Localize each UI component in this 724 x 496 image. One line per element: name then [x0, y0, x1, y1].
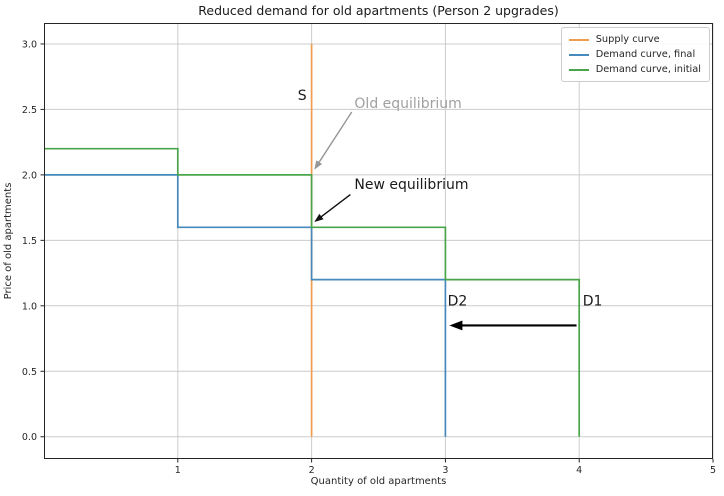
legend-item-supply-curve: Supply curve — [568, 32, 701, 47]
y-tick-label: 2.5 — [22, 105, 37, 116]
legend-item-demand-curve-final: Demand curve, final — [568, 47, 701, 62]
axes-spines — [44, 23, 713, 459]
plot-area: 1 2 3 4 5 0.0 0.5 1.0 1.5 2.0 2.5 3.0 Price of old a… — [3, 23, 716, 476]
series-line-demand-curve-initial — [44, 147, 581, 437]
annotation-old-equilibrium-label: Old equilibrium — [354, 96, 461, 112]
old-equilibrium-arrow-shaft — [318, 111, 353, 164]
legend-swatch-supply-curve — [568, 38, 589, 41]
y-tick-label: 1.0 — [22, 301, 37, 312]
legend-label: Demand curve, final — [595, 49, 696, 60]
x-tick-label: 5 — [710, 465, 716, 476]
x-tick-label: 2 — [309, 465, 315, 476]
legend-swatch-demand-curve-initial — [568, 68, 589, 71]
x-tick-label: 4 — [576, 465, 582, 476]
chart-title: Reduced demand for old apartments (Perso… — [198, 3, 559, 18]
y-axis-label: Price of old apartments — [3, 183, 14, 300]
x-axis-label: Quantity of old apartments — [310, 476, 447, 487]
new-equilibrium-arrow-head — [314, 213, 324, 223]
y-tick-label: 1.5 — [22, 236, 37, 247]
legend-item-demand-curve-initial: Demand curve, initial — [568, 62, 701, 77]
demand-shift-arrow-head — [449, 320, 463, 331]
plot-canvas: 1 2 3 4 5 0.0 0.5 1.0 1.5 2.0 2.5 3.0 Price of old a… — [3, 23, 716, 476]
y-tick-label: 2.0 — [22, 170, 37, 181]
legend: Supply curve Demand curve, final Demand cu… — [560, 27, 710, 82]
y-tick-label: 0.5 — [22, 367, 37, 378]
annotation-new-equilibrium-label: New equilibrium — [354, 177, 468, 193]
y-tick-label: 0.0 — [22, 432, 37, 443]
legend-label: Demand curve, initial — [595, 64, 701, 75]
old-equilibrium-arrow-head — [314, 160, 323, 170]
x-tick-label: 3 — [442, 465, 448, 476]
legend-label: Supply curve — [595, 34, 660, 45]
annotation-d1-label: D1 — [583, 293, 603, 309]
y-tick-label: 3.0 — [22, 39, 37, 50]
legend-swatch-demand-curve-final — [568, 53, 589, 56]
x-tick-label: 1 — [175, 465, 181, 476]
annotation-d2-label: D2 — [448, 293, 468, 309]
new-equilibrium-arrow-shaft — [320, 193, 351, 218]
annotation-s-label: S — [298, 88, 307, 104]
